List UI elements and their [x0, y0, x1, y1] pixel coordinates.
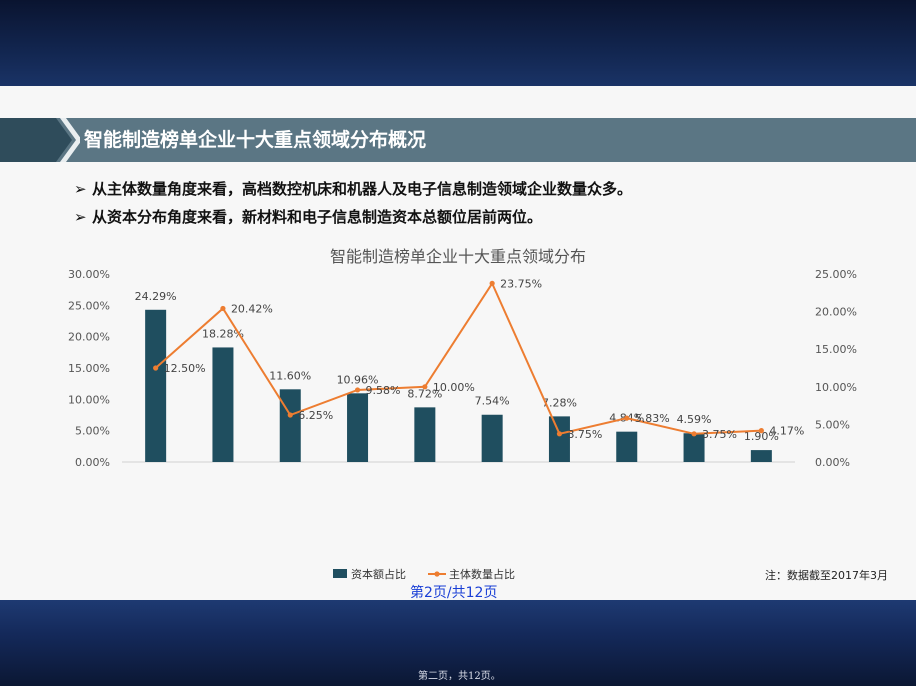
line-point — [422, 384, 428, 390]
y-left-tick-label: 5.00% — [75, 425, 110, 438]
bullet-text-2: 从资本分布角度来看，新材料和电子信息制造资本总额位居前两位。 — [92, 208, 543, 226]
top-decor-band — [0, 0, 916, 86]
bar-capital-share — [548, 416, 570, 462]
bar-data-label: 7.28% — [542, 396, 577, 409]
legend-line-label: 主体数量占比 — [449, 567, 515, 581]
bar-capital-share — [347, 393, 369, 462]
bullet-arrow-icon: ➢ — [74, 180, 87, 198]
bullet-arrow-icon: ➢ — [74, 208, 87, 226]
line-entity-share — [154, 281, 762, 435]
line-data-label: 4.17% — [769, 425, 804, 438]
line-data-label: 20.42% — [231, 302, 273, 315]
line-data-label: 5.83% — [635, 412, 670, 425]
bar-data-label: 10.96% — [337, 373, 379, 386]
bar-capital-share — [145, 309, 167, 462]
line-point — [153, 365, 159, 371]
line-data-label: 12.50% — [164, 362, 206, 375]
y-right-tick-label: 20.00% — [815, 306, 857, 319]
y-left-tick-label: 10.00% — [68, 393, 110, 406]
line-point — [556, 431, 563, 437]
bar-data-label: 24.29% — [135, 290, 177, 303]
chart-title: 智能制造榜单企业十大重点领域分布 — [330, 247, 586, 266]
y-left-tick-label: 30.00% — [68, 268, 110, 281]
y-right-tick-label: 10.00% — [815, 381, 857, 394]
line-point — [691, 431, 697, 437]
bar-data-label: 7.54% — [475, 395, 510, 408]
bullet-item-2: ➢ 从资本分布角度来看，新材料和电子信息制造资本总额位居前两位。 — [74, 206, 542, 227]
page-footer: 第二页，共12页。 — [418, 671, 501, 682]
line-data-label: 9.58% — [366, 384, 401, 397]
bar-capital-share — [616, 431, 638, 462]
bar-capital-share — [683, 433, 705, 462]
line-point — [354, 387, 361, 393]
line-data-label: 3.75% — [567, 428, 602, 441]
y-right-tick-label: 25.00% — [815, 268, 857, 281]
bullet-item-1: ➢ 从主体数量角度来看，高档数控机床和机器人及电子信息制造领域企业数量众多。 — [74, 178, 632, 199]
page-indicator: 第2页/共12页 — [410, 585, 498, 601]
legend-line-marker — [434, 571, 440, 577]
y-left-tick-label: 15.00% — [68, 362, 110, 375]
combo-chart: 智能制造榜单企业十大重点领域分布 0.00% 5.00% 10.00% 15.00% 20… — [68, 247, 857, 581]
bottom-decor-band — [0, 600, 916, 686]
bar-data-label: 4.59% — [677, 413, 712, 426]
slide-title: 智能制造榜单企业十大重点领域分布概况 — [84, 129, 427, 151]
bar-data-label: 8.72% — [407, 387, 442, 400]
legend-bar-label: 资本额占比 — [351, 567, 406, 581]
line-point — [758, 428, 764, 434]
line-point — [287, 412, 293, 418]
bar-data-label: 1.90% — [744, 430, 779, 443]
legend-bar-swatch — [333, 569, 347, 578]
line-point — [220, 305, 226, 312]
data-footnote: 注：数据截至2017年3月 — [765, 569, 888, 582]
line-data-label: 10.00% — [433, 381, 475, 394]
y-right-tick-label: 15.00% — [815, 343, 857, 356]
line-point — [624, 415, 630, 421]
line-point — [489, 280, 495, 286]
y-left-tick-label: 25.00% — [68, 299, 110, 312]
y-left-tick-label: 20.00% — [68, 331, 110, 344]
line-data-label: 3.75% — [702, 428, 737, 441]
bar-data-label: 11.60% — [269, 369, 311, 382]
y-right-tick-label: 5.00% — [815, 418, 850, 431]
bar-capital-share — [279, 389, 301, 462]
bullet-text-1: 从主体数量角度来看，高档数控机床和机器人及电子信息制造领域企业数量众多。 — [92, 180, 633, 198]
title-chevron-icon — [0, 118, 80, 162]
y-left-tick-label: 0.00% — [75, 456, 110, 469]
bar-capital-share — [750, 450, 772, 462]
bar-capital-share — [414, 407, 436, 462]
y-right-tick-label: 0.00% — [815, 456, 850, 469]
line-data-label: 6.25% — [298, 409, 333, 422]
bar-capital-share — [212, 347, 234, 462]
line-data-label: 23.75% — [500, 277, 542, 290]
bar-data-label: 18.28% — [202, 327, 244, 340]
title-bar — [0, 118, 916, 162]
bar-capital-share — [481, 414, 503, 462]
